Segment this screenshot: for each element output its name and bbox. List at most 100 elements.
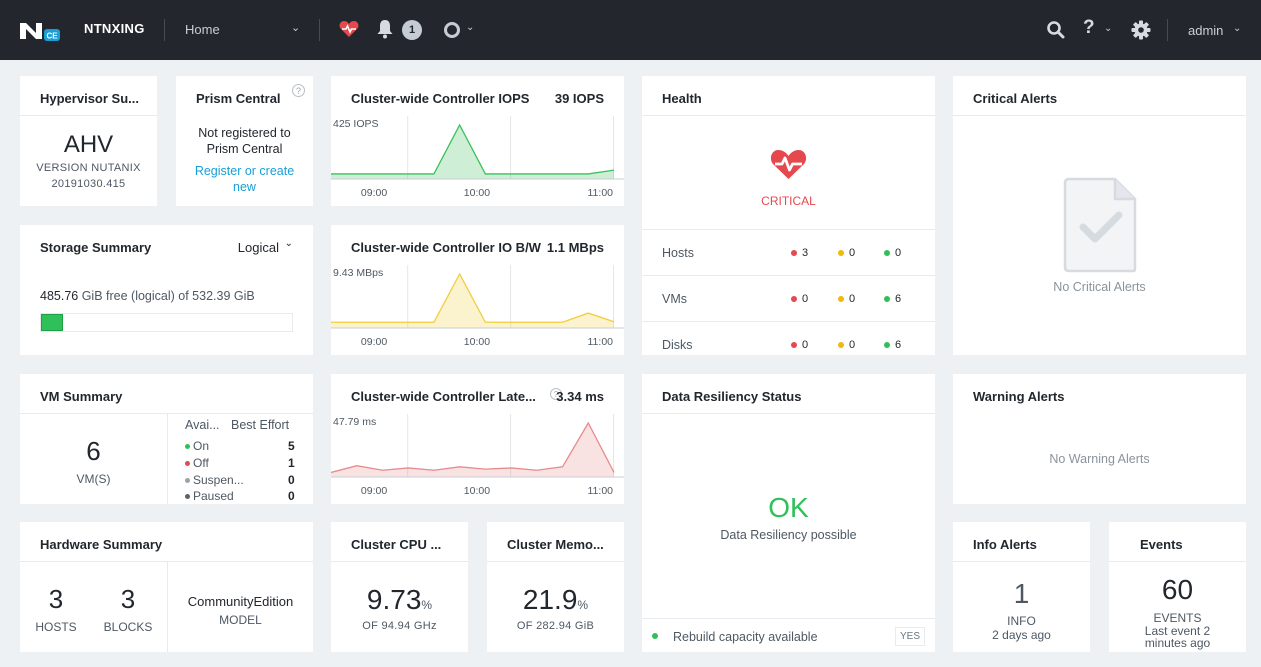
health-row-hosts[interactable]: Hosts 3 0 0 bbox=[642, 229, 935, 275]
gear-icon[interactable] bbox=[1131, 20, 1151, 40]
health-heart-icon[interactable] bbox=[770, 148, 807, 181]
resiliency-description: Data Resiliency possible bbox=[720, 528, 857, 542]
vm-state-value: 0 bbox=[288, 489, 295, 503]
tick-label: 09:00 bbox=[361, 336, 387, 348]
logo-badge-text: CE bbox=[46, 32, 58, 41]
green-dot-icon bbox=[652, 633, 658, 639]
series-line bbox=[331, 272, 615, 323]
events-count[interactable]: 60 bbox=[1161, 574, 1194, 605]
help-icon[interactable]: ? bbox=[1083, 17, 1095, 38]
card-header: Warning Alerts bbox=[953, 374, 1246, 414]
health-row-label: Hosts bbox=[662, 246, 694, 260]
red-dot-icon bbox=[185, 461, 190, 467]
vm-count: 6 bbox=[86, 436, 101, 466]
health-status[interactable]: CRITICAL bbox=[761, 194, 816, 208]
card-title: Hardware Summary bbox=[40, 537, 163, 552]
card-title: Cluster-wide Controller IO B/W bbox=[351, 240, 541, 255]
rebuild-capacity-label: Rebuild capacity available bbox=[673, 630, 818, 644]
count-value: 3 bbox=[802, 247, 809, 259]
divider bbox=[164, 19, 165, 41]
card-header: Storage Summary Logical ⌄ bbox=[20, 225, 313, 265]
card-value: 1.1 MBps bbox=[546, 240, 604, 255]
card-header: Hardware Summary bbox=[20, 522, 313, 562]
storage-capacity-text: GiB free (logical) of 532.39 GiB bbox=[78, 289, 255, 303]
health-critical-count: 3 bbox=[791, 247, 808, 259]
hardware-model-label: MODEL bbox=[219, 613, 262, 627]
info-alert-count[interactable]: 1 bbox=[1013, 578, 1030, 609]
info-icon[interactable]: ? bbox=[292, 84, 305, 97]
chevron-down-icon[interactable]: ⌄ bbox=[1104, 23, 1113, 34]
alert-count-badge[interactable]: 1 bbox=[402, 20, 422, 40]
vm-state-label: Paused bbox=[193, 489, 234, 503]
count-value: 0 bbox=[895, 247, 902, 259]
warning-alerts-card: Warning Alerts No Warning Alerts bbox=[953, 374, 1246, 504]
green-dot-icon bbox=[884, 250, 890, 257]
health-heart-icon[interactable] bbox=[339, 20, 359, 38]
register-link-line2[interactable]: new bbox=[233, 180, 256, 194]
latency-chart[interactable]: 47.79 ms 09:00 10:00 11:00 bbox=[330, 414, 624, 505]
chevron-down-icon[interactable]: ⌄ bbox=[284, 238, 293, 249]
storage-usage-fill bbox=[41, 314, 64, 331]
cluster-name: NTNXING bbox=[84, 21, 145, 36]
storage-mode-selector[interactable]: Logical bbox=[237, 240, 279, 255]
user-menu[interactable]: admin bbox=[1188, 23, 1224, 38]
nutanix-logo[interactable]: CE bbox=[20, 20, 60, 42]
chevron-down-icon[interactable]: ⌄ bbox=[1233, 23, 1242, 34]
card-header: Events bbox=[1109, 522, 1246, 562]
card-title: Hypervisor Su... bbox=[40, 91, 139, 106]
tick-label: 10:00 bbox=[464, 485, 490, 497]
register-link-line1[interactable]: Register or create bbox=[194, 164, 295, 178]
vm-col-best-effort: Best Effort bbox=[231, 418, 290, 432]
cpu-usage: 9.73% bbox=[331, 584, 468, 616]
tick-label: 09:00 bbox=[361, 187, 387, 199]
divider bbox=[1167, 19, 1168, 41]
bell-icon[interactable] bbox=[376, 19, 394, 39]
card-title: Prism Central bbox=[196, 91, 281, 106]
search-icon[interactable] bbox=[1046, 20, 1066, 40]
card-header: Hypervisor Su... bbox=[20, 76, 157, 116]
card-title: Cluster-wide Controller Late... bbox=[351, 389, 536, 404]
hosts-count: 3 bbox=[48, 584, 64, 614]
dark-dot-icon bbox=[185, 494, 190, 500]
series-area bbox=[331, 274, 614, 328]
card-header: Data Resiliency Status bbox=[642, 374, 935, 414]
vm-state-value: 5 bbox=[288, 439, 295, 453]
chevron-down-icon[interactable]: ⌄ bbox=[291, 22, 301, 34]
card-title: Warning Alerts bbox=[973, 389, 1065, 404]
hosts-label: HOSTS bbox=[35, 620, 77, 634]
iops-chart[interactable]: 425 IOPS 09:00 10:00 11:00 bbox=[330, 116, 624, 207]
blocks-count: 3 bbox=[120, 584, 136, 614]
health-row-disks[interactable]: Disks 0 0 6 bbox=[642, 321, 935, 355]
hypervisor-version-line1: VERSION NUTANIX bbox=[36, 162, 141, 174]
memory-usage-unit: % bbox=[577, 598, 589, 612]
card-header: Cluster CPU ... bbox=[331, 522, 468, 562]
count-value: 6 bbox=[895, 293, 902, 305]
info-icon[interactable]: ? bbox=[550, 388, 562, 400]
health-row-vms[interactable]: VMs 0 0 6 bbox=[642, 275, 935, 321]
red-dot-icon bbox=[791, 342, 797, 349]
count-value: 0 bbox=[802, 339, 809, 351]
rebuild-capacity-value: YES bbox=[894, 627, 925, 646]
hypervisor-summary-card: Hypervisor Su... AHV VERSION NUTANIX 201… bbox=[20, 76, 157, 206]
events-card: Events 60 EVENTS Last event 2 minutes ag… bbox=[1109, 522, 1246, 652]
tick-label: 09:00 bbox=[361, 485, 387, 497]
view-selector[interactable]: Home bbox=[185, 22, 220, 37]
card-header: Prism Central bbox=[176, 76, 313, 116]
card-header: Health bbox=[642, 76, 935, 116]
card-title: Cluster-wide Controller IOPS bbox=[351, 91, 530, 106]
tasks-circle-icon[interactable] bbox=[443, 21, 461, 39]
bandwidth-chart[interactable]: 9.43 MBps 09:00 10:00 11:00 bbox=[330, 265, 624, 356]
chevron-down-icon[interactable]: ⌄ bbox=[466, 22, 475, 33]
green-dot-icon bbox=[884, 296, 890, 303]
memory-usage: 21.9% bbox=[487, 584, 624, 616]
card-title: Events bbox=[1140, 537, 1183, 552]
health-card: Health CRITICAL Hosts 3 0 0 VMs 0 0 6 Di… bbox=[642, 76, 935, 355]
vm-col-availability: Avai... bbox=[185, 418, 220, 432]
cluster-cpu-card: Cluster CPU ... 9.73% OF 94.94 GHz bbox=[331, 522, 468, 652]
yellow-dot-icon bbox=[838, 296, 844, 303]
resiliency-footer[interactable]: Rebuild capacity available YES bbox=[642, 618, 935, 652]
vm-state-off: Off bbox=[185, 456, 209, 470]
peak-label: 47.79 ms bbox=[333, 416, 376, 428]
card-header: Cluster Memo... bbox=[487, 522, 624, 562]
count-value: 0 bbox=[849, 293, 856, 305]
